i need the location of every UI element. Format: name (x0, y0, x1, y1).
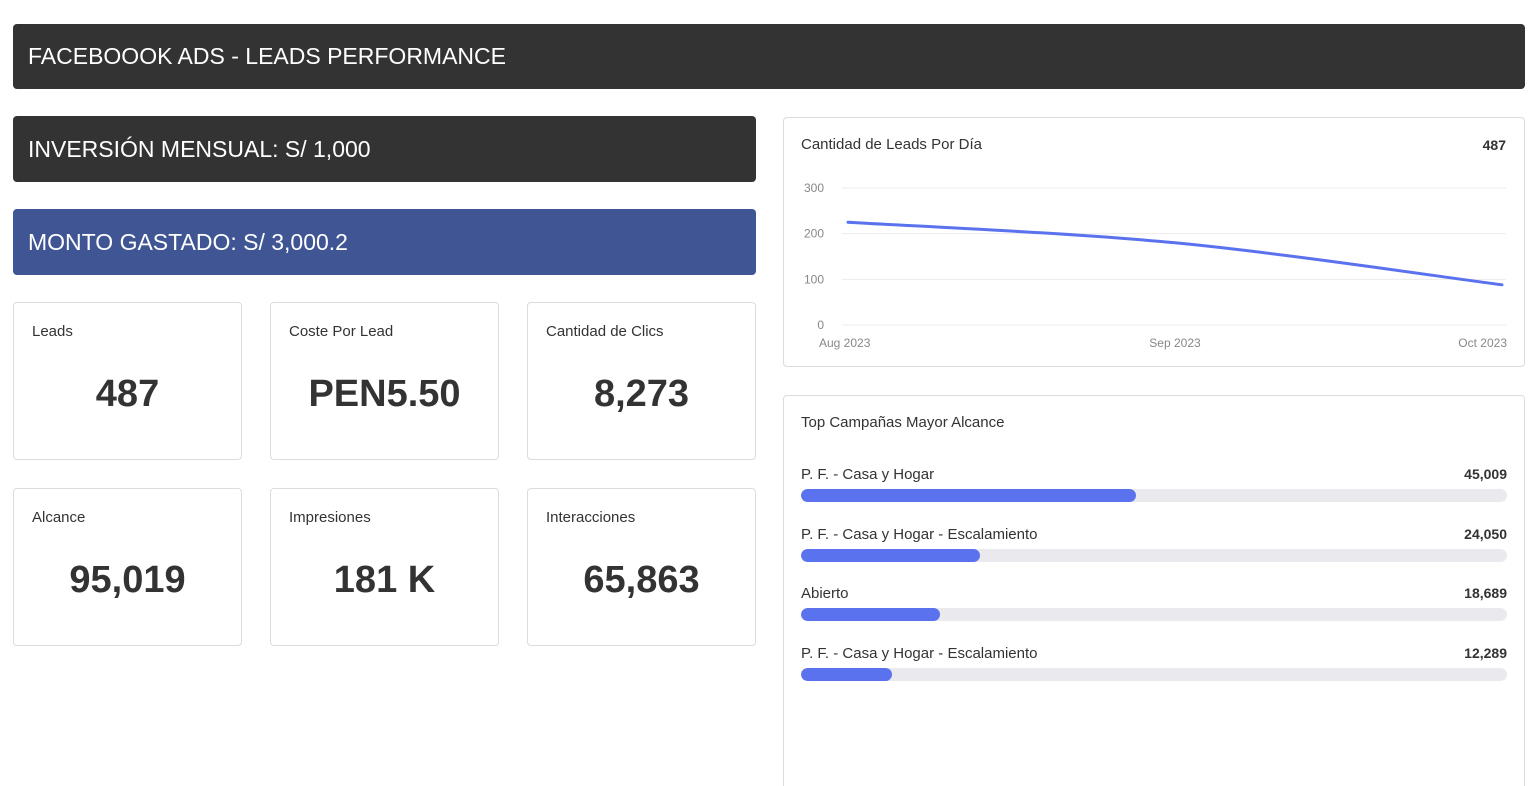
x-tick-label: Sep 2023 (1149, 336, 1201, 350)
campaign-bar-track (801, 489, 1507, 502)
kpi-label: Cantidad de Clics (546, 323, 664, 340)
kpi-value: PEN5.50 (308, 373, 461, 415)
kpi-label: Interacciones (546, 509, 636, 526)
kpi-card-leads: Leads 487 (13, 302, 242, 460)
campaign-bar-track (801, 548, 1507, 562)
campaign-bar-track (801, 667, 1507, 681)
kpi-card-impressions: Impresiones 181 K (270, 488, 499, 646)
campaign-bar-fill (801, 548, 980, 562)
kpi-label: Alcance (32, 509, 86, 526)
campaign-bar-fill (801, 608, 941, 621)
campaign-name: Abierto (801, 585, 849, 602)
campaign-name: P. F. - Casa y Hogar (801, 466, 935, 483)
leads-per-day-panel: Cantidad de Leads Por Día 487 0 100 200 300… (783, 117, 1525, 367)
amount-spent-text: MONTO GASTADO: S/ 3,000.2 (28, 228, 348, 255)
campaign-bar-fill (801, 489, 1136, 502)
dashboard-title-bar: FACEBOOOK ADS - LEADS PERFORMANCE (13, 24, 1525, 89)
y-tick-label: 300 (804, 181, 824, 195)
monthly-investment-text: INVERSIÓN MENSUAL: S/ 1,000 (28, 135, 371, 162)
kpi-value: 95,019 (69, 559, 186, 601)
campaign-name: P. F. - Casa y Hogar - Escalamiento (801, 644, 1038, 662)
x-tick-label: Oct 2023 (1458, 336, 1507, 350)
y-tick-label: 0 (817, 318, 824, 332)
kpi-label: Leads (32, 323, 73, 340)
amount-spent-banner: MONTO GASTADO: S/ 3,000.2 (13, 209, 756, 275)
campaign-value: 18,689 (1464, 585, 1507, 601)
campaign-bar-fill (801, 667, 893, 681)
y-tick-label: 200 (804, 227, 824, 241)
campaigns-title: Top Campañas Mayor Alcance (801, 414, 1005, 431)
leads-series-line (846, 220, 1504, 287)
kpi-card-clicks: Cantidad de Clics 8,273 (527, 302, 756, 460)
leads-chart-title: Cantidad de Leads Por Día (801, 136, 982, 153)
kpi-value: 65,863 (583, 559, 700, 601)
campaign-value: 24,050 (1464, 525, 1507, 542)
kpi-card-reach: Alcance 95,019 (13, 488, 242, 646)
kpi-value: 487 (95, 373, 160, 415)
x-tick-label: Aug 2023 (819, 336, 871, 350)
kpi-value: 8,273 (593, 373, 690, 415)
campaign-name: P. F. - Casa y Hogar - Escalamiento (801, 525, 1038, 543)
kpi-label: Impresiones (289, 509, 371, 526)
kpi-label: Coste Por Lead (289, 323, 394, 340)
kpi-card-interactions: Interacciones 65,863 (527, 488, 756, 646)
campaign-value: 12,289 (1464, 644, 1507, 661)
kpi-card-cost-per-lead: Coste Por Lead PEN5.50 (270, 302, 499, 460)
y-tick-label: 100 (804, 272, 824, 286)
campaign-value: 45,009 (1464, 466, 1507, 482)
monthly-investment-banner: INVERSIÓN MENSUAL: S/ 1,000 (13, 116, 756, 182)
kpi-value: 181 K (333, 559, 436, 601)
dashboard-title: FACEBOOOK ADS - LEADS PERFORMANCE (28, 43, 506, 69)
leads-chart-total: 487 (1482, 137, 1506, 153)
campaign-bar-track (801, 608, 1507, 621)
leads-line-chart: 0 100 200 300 Aug 2023 Sep 2023 Oct 2023 (804, 181, 1507, 350)
top-campaigns-panel: Top Campañas Mayor Alcance P. F. - Casa … (783, 395, 1525, 786)
